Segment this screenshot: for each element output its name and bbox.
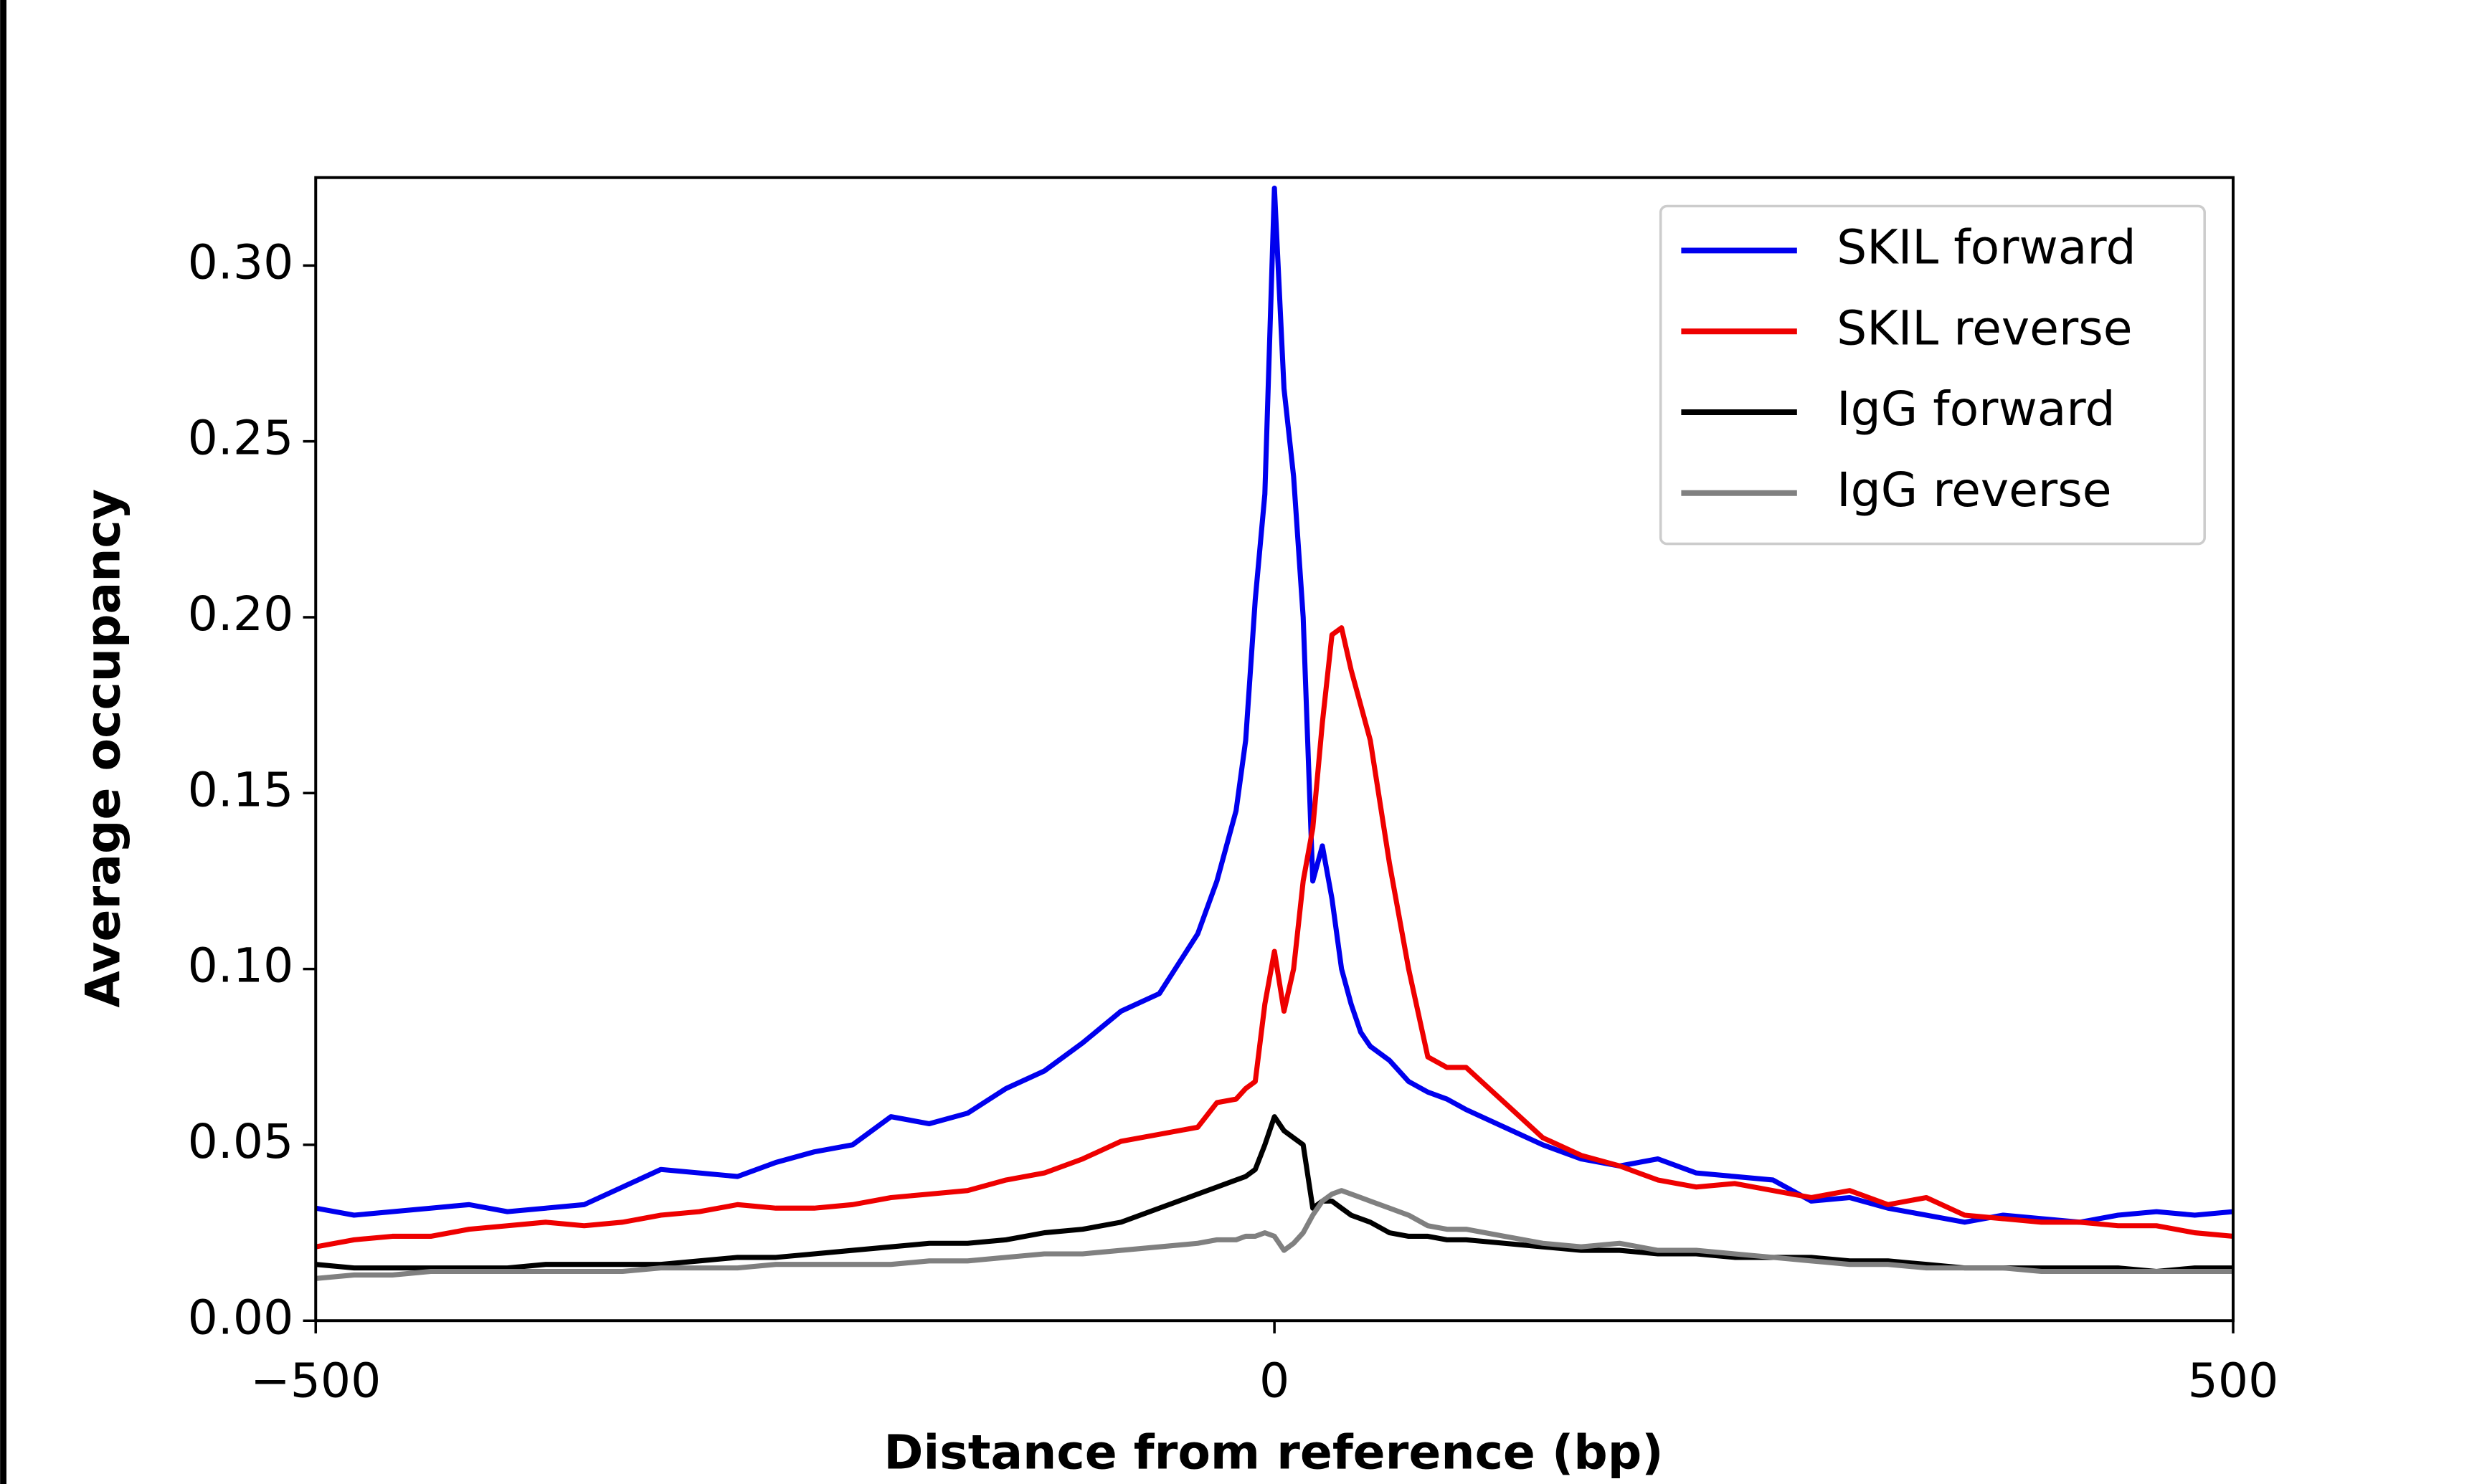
legend-label: IgG reverse [1837,462,2111,518]
y-tick-label: 0.25 [188,410,294,466]
series-line [316,185,2234,1225]
y-tick-label: 0.20 [188,586,294,642]
legend-label: SKIL forward [1837,219,2136,275]
series-line [316,1188,2234,1281]
x-tick-label: 0 [1259,1353,1289,1409]
y-tick-label: 0.00 [188,1289,294,1345]
legend-box [1659,204,2206,546]
x-tick-label: −500 [250,1353,381,1409]
legend-label: SKIL reverse [1837,300,2133,356]
y-axis-label: Average occupancy [75,489,131,1008]
series-line [316,625,2234,1250]
x-axis-label: Distance from reference (bp) [884,1424,1663,1480]
y-tick-label: 0.10 [188,938,294,994]
y-tick-label: 0.05 [188,1113,294,1169]
series-line [316,1114,2234,1275]
legend-label: IgG forward [1837,381,2115,437]
y-tick-label: 0.15 [188,761,294,817]
left-edge [0,0,7,1484]
x-tick-label: 500 [2188,1353,2279,1409]
plot-frame [314,176,2235,1323]
y-tick-label: 0.30 [188,234,294,290]
